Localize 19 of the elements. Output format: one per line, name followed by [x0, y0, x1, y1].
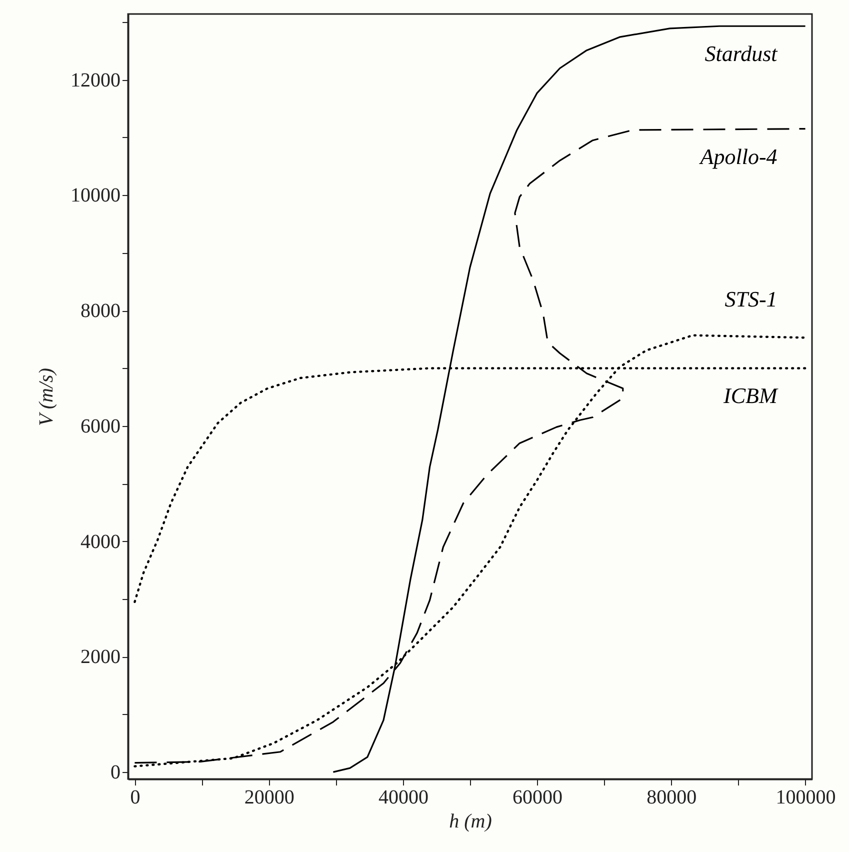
y-tick-label: 8000	[80, 300, 120, 322]
x-tick-label: 80000	[646, 786, 697, 808]
y-tick-label: 10000	[70, 184, 120, 207]
y-tick-label: 12000	[70, 69, 120, 92]
y-tick-label: 0	[110, 762, 120, 784]
series-label: Stardust	[704, 41, 778, 66]
y-axis-title: V (m/s)	[36, 368, 58, 426]
series-label: STS-1	[724, 286, 778, 312]
x-tick-label: 40000	[378, 786, 428, 808]
x-tick-label: 0	[130, 786, 140, 808]
y-tick-label: 4000	[80, 530, 120, 553]
series-label: ICBM	[722, 383, 779, 408]
y-tick-label: 2000	[80, 646, 120, 668]
y-tick-label: 6000	[80, 415, 120, 438]
x-axis-title: h (m)	[449, 810, 492, 832]
x-tick-label: 100000	[776, 786, 836, 808]
series-label: Apollo-4	[698, 144, 778, 169]
x-tick-label: 60000	[512, 786, 563, 808]
x-tick-label: 20000	[244, 786, 294, 808]
